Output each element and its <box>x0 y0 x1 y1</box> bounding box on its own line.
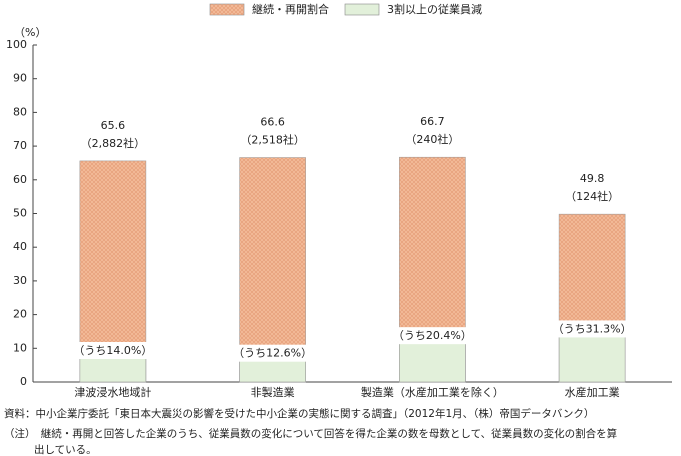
y-tick-label: 50 <box>13 207 27 220</box>
count-label: （2,882社） <box>81 136 146 150</box>
x-tick-label: 非製造業 <box>251 385 295 399</box>
x-tick-label: 製造業（水産加工業を除く） <box>361 385 504 399</box>
label-bg <box>554 320 631 338</box>
y-tick-label: 40 <box>13 240 27 253</box>
y-unit: （%） <box>14 26 46 39</box>
count-label: （124社） <box>565 189 619 203</box>
bar-subset <box>558 329 626 383</box>
count-label: （2,518社） <box>240 133 305 147</box>
y-tick-label: 0 <box>20 375 27 388</box>
count-label: （240社） <box>405 132 459 146</box>
y-tick-label: 20 <box>13 308 27 321</box>
y-tick-label: 60 <box>13 173 27 186</box>
y-tick-label: 100 <box>6 38 27 51</box>
label-bg <box>394 327 471 345</box>
legend-swatch-hatch <box>210 4 244 15</box>
note: 出している。 <box>34 443 97 456</box>
value-label: 66.6 <box>260 116 285 129</box>
share-label: （うち12.6%） <box>233 347 312 360</box>
y-tick-label: 30 <box>13 274 27 287</box>
label-bg <box>234 344 311 362</box>
y-tick-label: 70 <box>13 139 27 152</box>
y-tick-label: 80 <box>13 105 27 118</box>
value-label: 66.7 <box>420 115 445 128</box>
y-tick-label: 10 <box>13 341 27 354</box>
y-tick-label: 90 <box>13 72 27 85</box>
x-tick-label: 津波浸水地域計 <box>74 385 151 399</box>
value-label: 65.6 <box>101 119 126 132</box>
label-bg <box>74 341 151 359</box>
bar-hatch <box>239 157 306 382</box>
legend-label: 3割以上の従業員減 <box>387 2 482 16</box>
share-label: （うち14.0%） <box>73 344 152 357</box>
legend-swatch <box>344 3 380 16</box>
source-note: 資料：中小企業庁委託「東日本大震災の影響を受けた中小企業の実態に関する調査」（2… <box>4 407 594 420</box>
value-label: 49.8 <box>580 172 605 185</box>
x-tick-label: 水産加工業 <box>565 386 620 399</box>
share-label: （うち20.4%） <box>393 329 472 342</box>
share-label: （うち31.3%） <box>553 322 632 335</box>
legend-label: 継続・再開割合 <box>252 2 329 16</box>
note: （注） 継続・再開と回答した企業のうち、従業員数の変化について回答を得た企業の数… <box>4 427 617 440</box>
